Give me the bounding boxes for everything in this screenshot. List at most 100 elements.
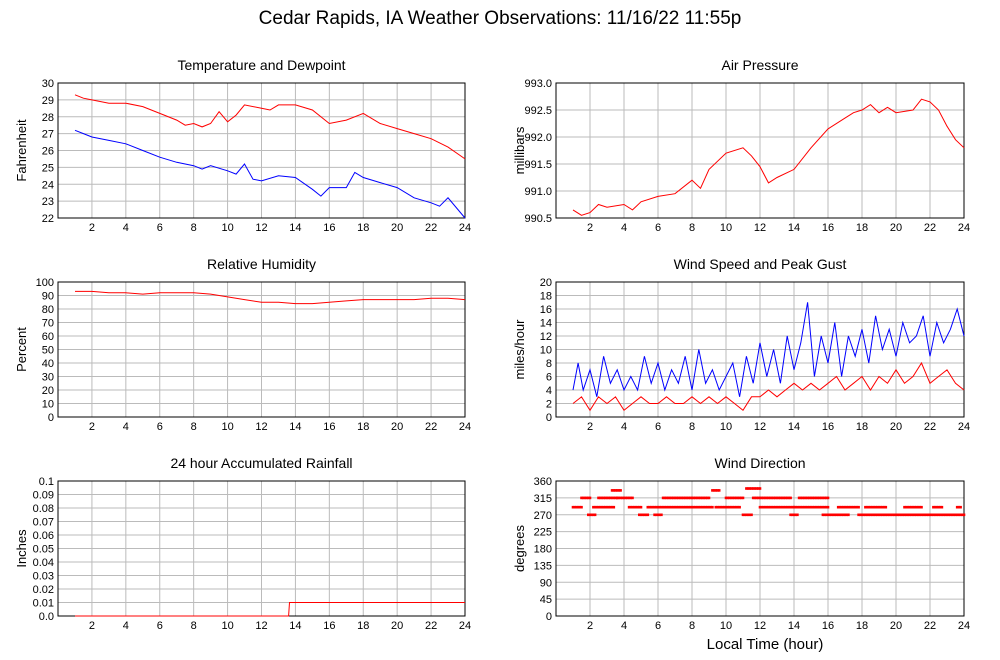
direction-point (624, 496, 627, 500)
x-tick-label: 4 (621, 421, 627, 433)
direction-point (614, 489, 617, 492)
direction-point (801, 496, 804, 500)
direction-point (787, 505, 791, 509)
direction-point (751, 487, 755, 490)
direction-point (677, 496, 680, 500)
direction-point (901, 513, 905, 517)
x-tick-label: 10 (221, 222, 233, 234)
direction-point (874, 505, 877, 509)
direction-point (736, 505, 740, 509)
x-tick-label: 14 (289, 222, 301, 234)
direction-point (848, 505, 852, 509)
x-tick-label: 16 (323, 222, 335, 234)
direction-point (690, 496, 694, 500)
direction-point (736, 496, 740, 500)
direction-point (774, 505, 777, 509)
direction-point (762, 496, 765, 500)
plot-frame (555, 480, 965, 617)
direction-point (602, 505, 605, 509)
y-tick-label: 225 (534, 527, 552, 539)
x-tick-label: 24 (459, 421, 471, 433)
x-tick-label: 24 (958, 222, 970, 234)
direction-point (678, 496, 682, 500)
direction-point (954, 513, 957, 517)
direction-point (576, 505, 580, 509)
direction-point (797, 505, 801, 509)
direction-point (847, 513, 850, 517)
direction-point (632, 505, 636, 509)
direction-point (808, 505, 811, 509)
direction-point (894, 513, 898, 517)
y-tick-label: 14 (540, 318, 552, 330)
direction-point (780, 496, 784, 500)
direction-point (904, 513, 908, 517)
x-tick-label: 10 (720, 222, 732, 234)
direction-point (816, 496, 820, 500)
y-axis-label: Inches (14, 529, 29, 568)
direction-point (833, 513, 837, 517)
direction-point (789, 505, 792, 509)
direction-point (649, 505, 653, 509)
x-tick-label: 2 (587, 222, 593, 234)
direction-point (938, 513, 942, 517)
direction-point (629, 505, 633, 509)
direction-point (741, 496, 745, 500)
direction-point (689, 496, 692, 500)
direction-point (666, 505, 670, 509)
direction-point (734, 505, 738, 509)
direction-point (614, 496, 617, 500)
direction-point (825, 496, 828, 500)
direction-point (937, 505, 940, 509)
direction-point (748, 487, 752, 490)
direction-point (750, 487, 753, 490)
direction-point (840, 505, 843, 509)
y-tick-label: 45 (540, 594, 552, 606)
y-tick-label: 991.5 (524, 159, 552, 171)
direction-point (675, 505, 678, 509)
direction-point (853, 505, 857, 509)
direction-point (610, 505, 614, 509)
direction-point (947, 513, 950, 517)
direction-point (581, 496, 585, 500)
direction-point (733, 505, 736, 509)
direction-point (653, 513, 656, 517)
direction-point (774, 496, 777, 500)
direction-point (877, 505, 881, 509)
direction-point (879, 513, 882, 517)
direction-point (843, 505, 847, 509)
direction-point (942, 513, 945, 517)
direction-point (760, 496, 763, 500)
direction-point (850, 505, 854, 509)
direction-point (617, 496, 621, 500)
x-tick-label: 22 (924, 620, 936, 632)
x-tick-label: 12 (255, 620, 267, 632)
direction-point (794, 513, 797, 517)
direction-point (823, 505, 826, 509)
direction-point (915, 513, 918, 517)
direction-point (860, 513, 864, 517)
y-tick-label: 27 (42, 129, 54, 141)
y-tick-label: 40 (42, 358, 54, 370)
direction-point (690, 505, 694, 509)
y-tick-label: 0.08 (33, 503, 54, 515)
x-tick-label: 16 (323, 421, 335, 433)
direction-point (692, 496, 695, 500)
direction-point (785, 505, 789, 509)
direction-point (840, 513, 843, 517)
direction-point (598, 496, 602, 500)
direction-point (855, 505, 859, 509)
direction-point (712, 489, 716, 492)
direction-point (750, 513, 753, 517)
y-tick-label: 180 (534, 544, 552, 556)
x-tick-label: 16 (822, 421, 834, 433)
direction-point (627, 505, 631, 509)
direction-point (740, 496, 743, 500)
direction-point (935, 513, 939, 517)
x-tick-label: 18 (357, 222, 369, 234)
y-tick-label: 0.0 (39, 611, 54, 623)
direction-point (665, 505, 668, 509)
direction-point (819, 496, 823, 500)
